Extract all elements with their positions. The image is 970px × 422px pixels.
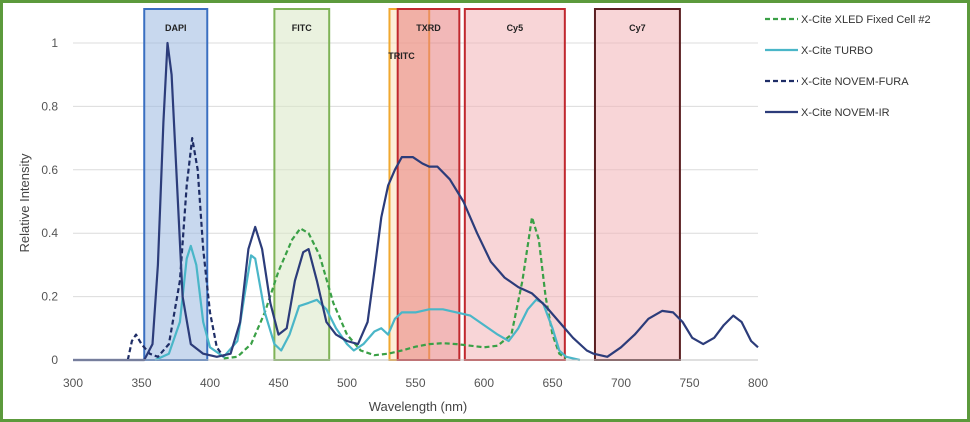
series-line-0 (223, 216, 567, 360)
x-tick-label-350: 350 (131, 376, 151, 390)
y-tick-label-2: 0.4 (41, 226, 58, 240)
y-tick-label-4: 0.8 (41, 99, 58, 113)
series-line-3 (73, 41, 759, 362)
y-axis: 0 0.2 0.4 0.6 0.8 1 (41, 36, 58, 367)
y-tick-label-1: 0.2 (41, 290, 58, 304)
band-cy5 (463, 8, 566, 361)
band-label-dapi: DAPI (165, 23, 187, 33)
x-tick-label-450: 450 (268, 376, 288, 390)
series-line-1 (154, 244, 581, 362)
x-axis-label: Wavelength (nm) (369, 399, 468, 414)
x-tick-label-650: 650 (542, 376, 562, 390)
band-label-cy5: Cy5 (507, 23, 524, 33)
legend-entry-1: X-Cite TURBO (801, 45, 873, 57)
series-line-2 (126, 137, 225, 361)
y-tick-label-0: 0 (51, 353, 58, 367)
legend-entry-0: X-Cite XLED Fixed Cell #2 (801, 14, 931, 26)
x-axis: 300 350 400 450 500 550 600 650 700 750 800 (63, 359, 768, 390)
x-tick-label-800: 800 (748, 376, 768, 390)
legend-entry-3: X-Cite NOVEM-IR (801, 107, 890, 119)
x-tick-label-700: 700 (611, 376, 631, 390)
x-tick-label-600: 600 (474, 376, 494, 390)
band-label-tritc: TRITC (388, 51, 415, 61)
legend: X-Cite XLED Fixed Cell #2 X-Cite TURBO X-C… (765, 14, 931, 119)
y-axis-label: Relative Intensity (17, 153, 32, 252)
y-tick-label-5: 1 (51, 36, 58, 50)
spectral-series (73, 41, 759, 362)
band-cy7 (593, 8, 681, 361)
filter-bands: DAPI FITC TRITC TXRD Cy5 Cy7 (143, 8, 681, 361)
x-tick-label-550: 550 (405, 376, 425, 390)
y-tick-label-3: 0.6 (41, 163, 58, 177)
band-fitc (273, 8, 331, 361)
x-tick-label-500: 500 (337, 376, 357, 390)
band-label-cy7: Cy7 (629, 23, 646, 33)
x-tick-label-400: 400 (200, 376, 220, 390)
x-tick-label-300: 300 (63, 376, 83, 390)
x-tick-label-750: 750 (679, 376, 699, 390)
band-label-fitc: FITC (292, 23, 312, 33)
spectrum-chart: DAPI FITC TRITC TXRD Cy5 Cy7 300 350 400 450 500 5… (17, 8, 931, 414)
band-label-txrd: TXRD (416, 23, 441, 33)
legend-entry-2: X-Cite NOVEM-FURA (801, 76, 909, 88)
band-txrd (396, 8, 461, 361)
